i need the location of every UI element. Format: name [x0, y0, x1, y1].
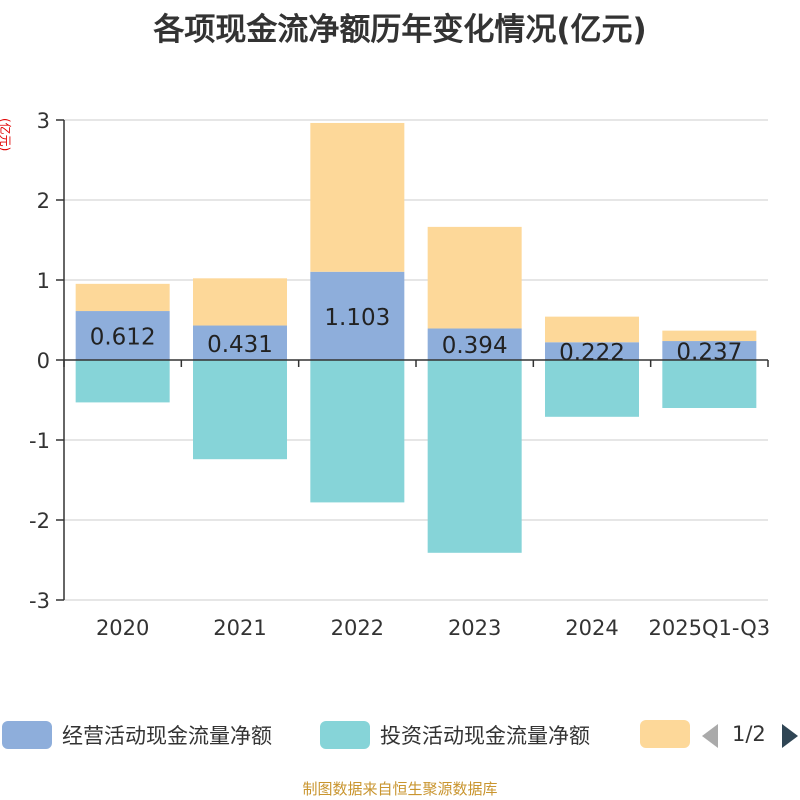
legend-pager: 1/2 — [700, 720, 800, 752]
chart-title: 各项现金流净额历年变化情况(亿元) — [153, 12, 647, 48]
bar-2021-series-0 — [193, 325, 287, 360]
bar-2023-series-0 — [427, 328, 522, 360]
data-label-2021: 0.431 — [207, 332, 273, 358]
x-tick-label-2024: 2024 — [565, 616, 618, 640]
bar-2025Q1-Q3-series-1 — [662, 360, 757, 408]
bar-2024-series-2 — [545, 316, 639, 343]
x-tick-label-2023: 2023 — [448, 616, 501, 640]
bar-2021-series-2 — [193, 278, 287, 326]
y-tick-label: 3 — [37, 109, 50, 133]
legend-swatch-financing — [640, 720, 690, 748]
data-label-2023: 0.394 — [442, 333, 508, 359]
y-tick-label: 1 — [37, 269, 50, 293]
data-label-2025Q1-Q3: 0.237 — [676, 340, 742, 366]
bar-2020-series-0 — [75, 311, 170, 360]
y-tick-label: 2 — [37, 189, 50, 213]
bar-2023-series-2 — [427, 226, 522, 329]
x-tick-label-2020: 2020 — [96, 616, 149, 640]
bar-2022-series-0 — [310, 271, 405, 360]
legend-item-operating[interactable]: 经营活动现金流量净额 — [2, 720, 272, 750]
legend-prev-icon[interactable] — [702, 724, 718, 748]
x-tick-label-2021: 2021 — [213, 616, 266, 640]
bar-2020-series-1 — [75, 360, 170, 403]
y-tick-label: 0 — [37, 349, 50, 373]
legend-next-icon[interactable] — [782, 724, 798, 748]
bar-chart: -3 -2 -1 0 1 2 3 0.612 2020 0.431 2021 1.103 2022 0.3… — [29, 109, 771, 640]
legend-item-investing[interactable]: 投资活动现金流量净额 — [320, 720, 590, 750]
data-label-2024: 0.222 — [559, 340, 625, 366]
y-tick-label: -2 — [29, 509, 50, 533]
data-label-2020: 0.612 — [90, 325, 156, 351]
x-tick-label-2025Q1-Q3: 2025Q1-Q3 — [649, 616, 771, 640]
bar-2025Q1-Q3-series-2 — [662, 330, 757, 342]
x-tick-label-2022: 2022 — [331, 616, 384, 640]
bar-2024-series-0 — [545, 342, 639, 360]
legend-item-financing[interactable] — [640, 720, 700, 748]
bar-2023-series-1 — [427, 360, 522, 553]
legend-swatch-operating — [2, 721, 52, 749]
bar-2024-series-1 — [545, 360, 639, 417]
y-tick-label: -3 — [29, 589, 50, 613]
legend: 经营活动现金流量净额 投资活动现金流量净额 1/2 — [0, 716, 800, 756]
y-tick-label: -1 — [29, 429, 50, 453]
bar-2025Q1-Q3-series-0 — [662, 341, 757, 360]
legend-swatch-investing — [320, 721, 370, 749]
bar-2022-series-1 — [310, 360, 405, 503]
bar-2022-series-2 — [310, 122, 405, 272]
legend-page-number: 1/2 — [732, 722, 766, 746]
data-label-2022: 1.103 — [324, 305, 390, 331]
data-source-footer: 制图数据来自恒生聚源数据库 — [302, 780, 498, 798]
bar-2021-series-1 — [193, 360, 287, 460]
bar-2020-series-2 — [75, 283, 170, 312]
